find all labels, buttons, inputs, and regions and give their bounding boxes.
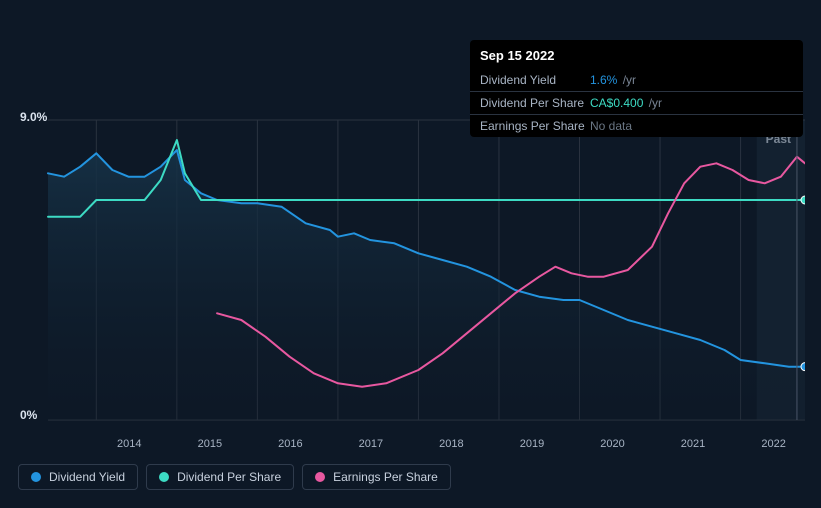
tooltip-row-label: Dividend Yield: [480, 73, 590, 87]
legend-label: Dividend Yield: [49, 470, 125, 484]
x-tick-label: 2018: [439, 438, 463, 450]
tooltip-date: Sep 15 2022: [470, 40, 803, 69]
tooltip-row-label: Dividend Per Share: [480, 96, 590, 110]
legend: Dividend Yield Dividend Per Share Earnings…: [18, 464, 451, 490]
x-tick-label: 2019: [520, 438, 544, 450]
legend-dot-icon: [315, 472, 325, 482]
legend-dot-icon: [159, 472, 169, 482]
legend-item-earnings-per-share[interactable]: Earnings Per Share: [302, 464, 451, 490]
x-tick-label: 2017: [359, 438, 383, 450]
legend-item-dividend-yield[interactable]: Dividend Yield: [18, 464, 138, 490]
legend-item-dividend-per-share[interactable]: Dividend Per Share: [146, 464, 294, 490]
x-tick-label: 2014: [117, 438, 141, 450]
tooltip-row-value: 1.6% /yr: [590, 73, 793, 87]
legend-dot-icon: [31, 472, 41, 482]
chart-area[interactable]: [15, 110, 805, 455]
tooltip-row-value: No data: [590, 119, 793, 133]
legend-label: Earnings Per Share: [333, 470, 438, 484]
tooltip-row-value: CA$0.400 /yr: [590, 96, 793, 110]
x-tick-label: 2016: [278, 438, 302, 450]
tooltip-row: Earnings Per ShareNo data: [470, 114, 803, 137]
x-tick-label: 2022: [761, 438, 785, 450]
tooltip-row: Dividend Yield1.6% /yr: [470, 69, 803, 91]
tooltip-row: Dividend Per ShareCA$0.400 /yr: [470, 91, 803, 114]
x-tick-label: 2021: [681, 438, 705, 450]
chart-svg: [15, 110, 805, 430]
x-tick-label: 2020: [600, 438, 624, 450]
x-tick-label: 2015: [198, 438, 222, 450]
chart-tooltip: Sep 15 2022 Dividend Yield1.6% /yrDivide…: [470, 40, 803, 137]
tooltip-row-label: Earnings Per Share: [480, 119, 590, 133]
x-axis: 2014 2015 2016 2017 2018 2019 2020 2021 2022: [48, 438, 808, 458]
legend-label: Dividend Per Share: [177, 470, 281, 484]
